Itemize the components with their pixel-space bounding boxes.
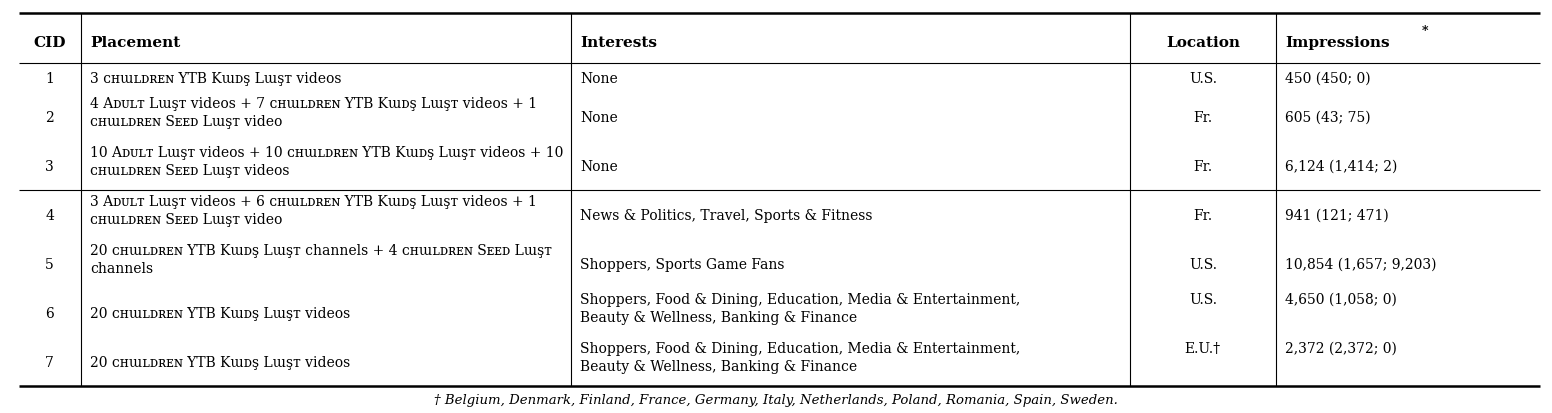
Text: 3 Aᴅᴜʟᴛ Lɯşᴛ videos + 6 ᴄʜɯʟᴅʀᴇɴ YTB Kɯᴅş Lɯşᴛ videos + 1: 3 Aᴅᴜʟᴛ Lɯşᴛ videos + 6 ᴄʜɯʟᴅʀᴇɴ YTB Kɯᴅ…: [90, 195, 537, 208]
Text: None: None: [580, 110, 618, 124]
Text: 6,124 (1,414; 2): 6,124 (1,414; 2): [1285, 159, 1397, 173]
Text: 10,854 (1,657; 9,203): 10,854 (1,657; 9,203): [1285, 257, 1437, 271]
Text: 6: 6: [45, 306, 54, 320]
Text: 450 (450; 0): 450 (450; 0): [1285, 71, 1370, 85]
Text: Shoppers, Food & Dining, Education, Media & Entertainment,: Shoppers, Food & Dining, Education, Medi…: [580, 292, 1021, 306]
Text: 20 ᴄʜɯʟᴅʀᴇɴ YTB Kɯᴅş Lɯşᴛ videos: 20 ᴄʜɯʟᴅʀᴇɴ YTB Kɯᴅş Lɯşᴛ videos: [90, 306, 351, 320]
Text: 2,372 (2,372; 0): 2,372 (2,372; 0): [1285, 341, 1397, 355]
Text: 3 ᴄʜɯʟᴅʀᴇɴ YTB Kɯᴅş Lɯşᴛ videos: 3 ᴄʜɯʟᴅʀᴇɴ YTB Kɯᴅş Lɯşᴛ videos: [90, 71, 341, 85]
Text: Fr.: Fr.: [1193, 208, 1212, 222]
Text: ᴄʜɯʟᴅʀᴇɴ Sᴇᴇᴅ Lɯşᴛ video: ᴄʜɯʟᴅʀᴇɴ Sᴇᴇᴅ Lɯşᴛ video: [90, 212, 282, 226]
Text: Shoppers, Sports Game Fans: Shoppers, Sports Game Fans: [580, 257, 785, 271]
Text: U.S.: U.S.: [1189, 257, 1217, 271]
Text: Location: Location: [1166, 36, 1240, 50]
Text: 4,650 (1,058; 0): 4,650 (1,058; 0): [1285, 292, 1397, 306]
Text: None: None: [580, 71, 618, 85]
Text: Fr.: Fr.: [1193, 110, 1212, 124]
Text: *: *: [1422, 25, 1428, 38]
Text: E.U.†: E.U.†: [1184, 341, 1221, 355]
Text: News & Politics, Travel, Sports & Fitness: News & Politics, Travel, Sports & Fitnes…: [580, 208, 872, 222]
Text: 4: 4: [45, 208, 54, 222]
Text: channels: channels: [90, 261, 154, 275]
Text: Shoppers, Food & Dining, Education, Media & Entertainment,: Shoppers, Food & Dining, Education, Medi…: [580, 341, 1021, 355]
Text: Impressions: Impressions: [1285, 36, 1389, 50]
Text: 4 Aᴅᴜʟᴛ Lɯşᴛ videos + 7 ᴄʜɯʟᴅʀᴇɴ YTB Kɯᴅş Lɯşᴛ videos + 1: 4 Aᴅᴜʟᴛ Lɯşᴛ videos + 7 ᴄʜɯʟᴅʀᴇɴ YTB Kɯᴅ…: [90, 97, 537, 111]
Text: 605 (43; 75): 605 (43; 75): [1285, 110, 1370, 124]
Text: CID: CID: [34, 36, 65, 50]
Text: Fr.: Fr.: [1193, 159, 1212, 173]
Text: Beauty & Wellness, Banking & Finance: Beauty & Wellness, Banking & Finance: [580, 359, 858, 373]
Text: 10 Aᴅᴜʟᴛ Lɯşᴛ videos + 10 ᴄʜɯʟᴅʀᴇɴ YTB Kɯᴅş Lɯşᴛ videos + 10: 10 Aᴅᴜʟᴛ Lɯşᴛ videos + 10 ᴄʜɯʟᴅʀᴇɴ YTB K…: [90, 145, 563, 159]
Text: 941 (121; 471): 941 (121; 471): [1285, 208, 1389, 222]
Text: None: None: [580, 159, 618, 173]
Text: 1: 1: [45, 71, 54, 85]
Text: 7: 7: [45, 355, 54, 369]
Text: 5: 5: [45, 257, 54, 271]
Text: 2: 2: [45, 110, 54, 124]
Text: ᴄʜɯʟᴅʀᴇɴ Sᴇᴇᴅ Lɯşᴛ video: ᴄʜɯʟᴅʀᴇɴ Sᴇᴇᴅ Lɯşᴛ video: [90, 114, 282, 128]
Text: 20 ᴄʜɯʟᴅʀᴇɴ YTB Kɯᴅş Lɯşᴛ channels + 4 ᴄʜɯʟᴅʀᴇɴ Sᴇᴇᴅ Lɯşᴛ: 20 ᴄʜɯʟᴅʀᴇɴ YTB Kɯᴅş Lɯşᴛ channels + 4 ᴄ…: [90, 243, 553, 257]
Text: Interests: Interests: [580, 36, 658, 50]
Text: † Belgium, Denmark, Finland, France, Germany, Italy, Netherlands, Poland, Romani: † Belgium, Denmark, Finland, France, Ger…: [435, 393, 1117, 406]
Text: Beauty & Wellness, Banking & Finance: Beauty & Wellness, Banking & Finance: [580, 310, 858, 324]
Text: U.S.: U.S.: [1189, 71, 1217, 85]
Text: 20 ᴄʜɯʟᴅʀᴇɴ YTB Kɯᴅş Lɯşᴛ videos: 20 ᴄʜɯʟᴅʀᴇɴ YTB Kɯᴅş Lɯşᴛ videos: [90, 355, 351, 369]
Text: ᴄʜɯʟᴅʀᴇɴ Sᴇᴇᴅ Lɯşᴛ videos: ᴄʜɯʟᴅʀᴇɴ Sᴇᴇᴅ Lɯşᴛ videos: [90, 163, 290, 177]
Text: U.S.: U.S.: [1189, 292, 1217, 306]
Text: 3: 3: [45, 159, 54, 173]
Text: Placement: Placement: [90, 36, 180, 50]
